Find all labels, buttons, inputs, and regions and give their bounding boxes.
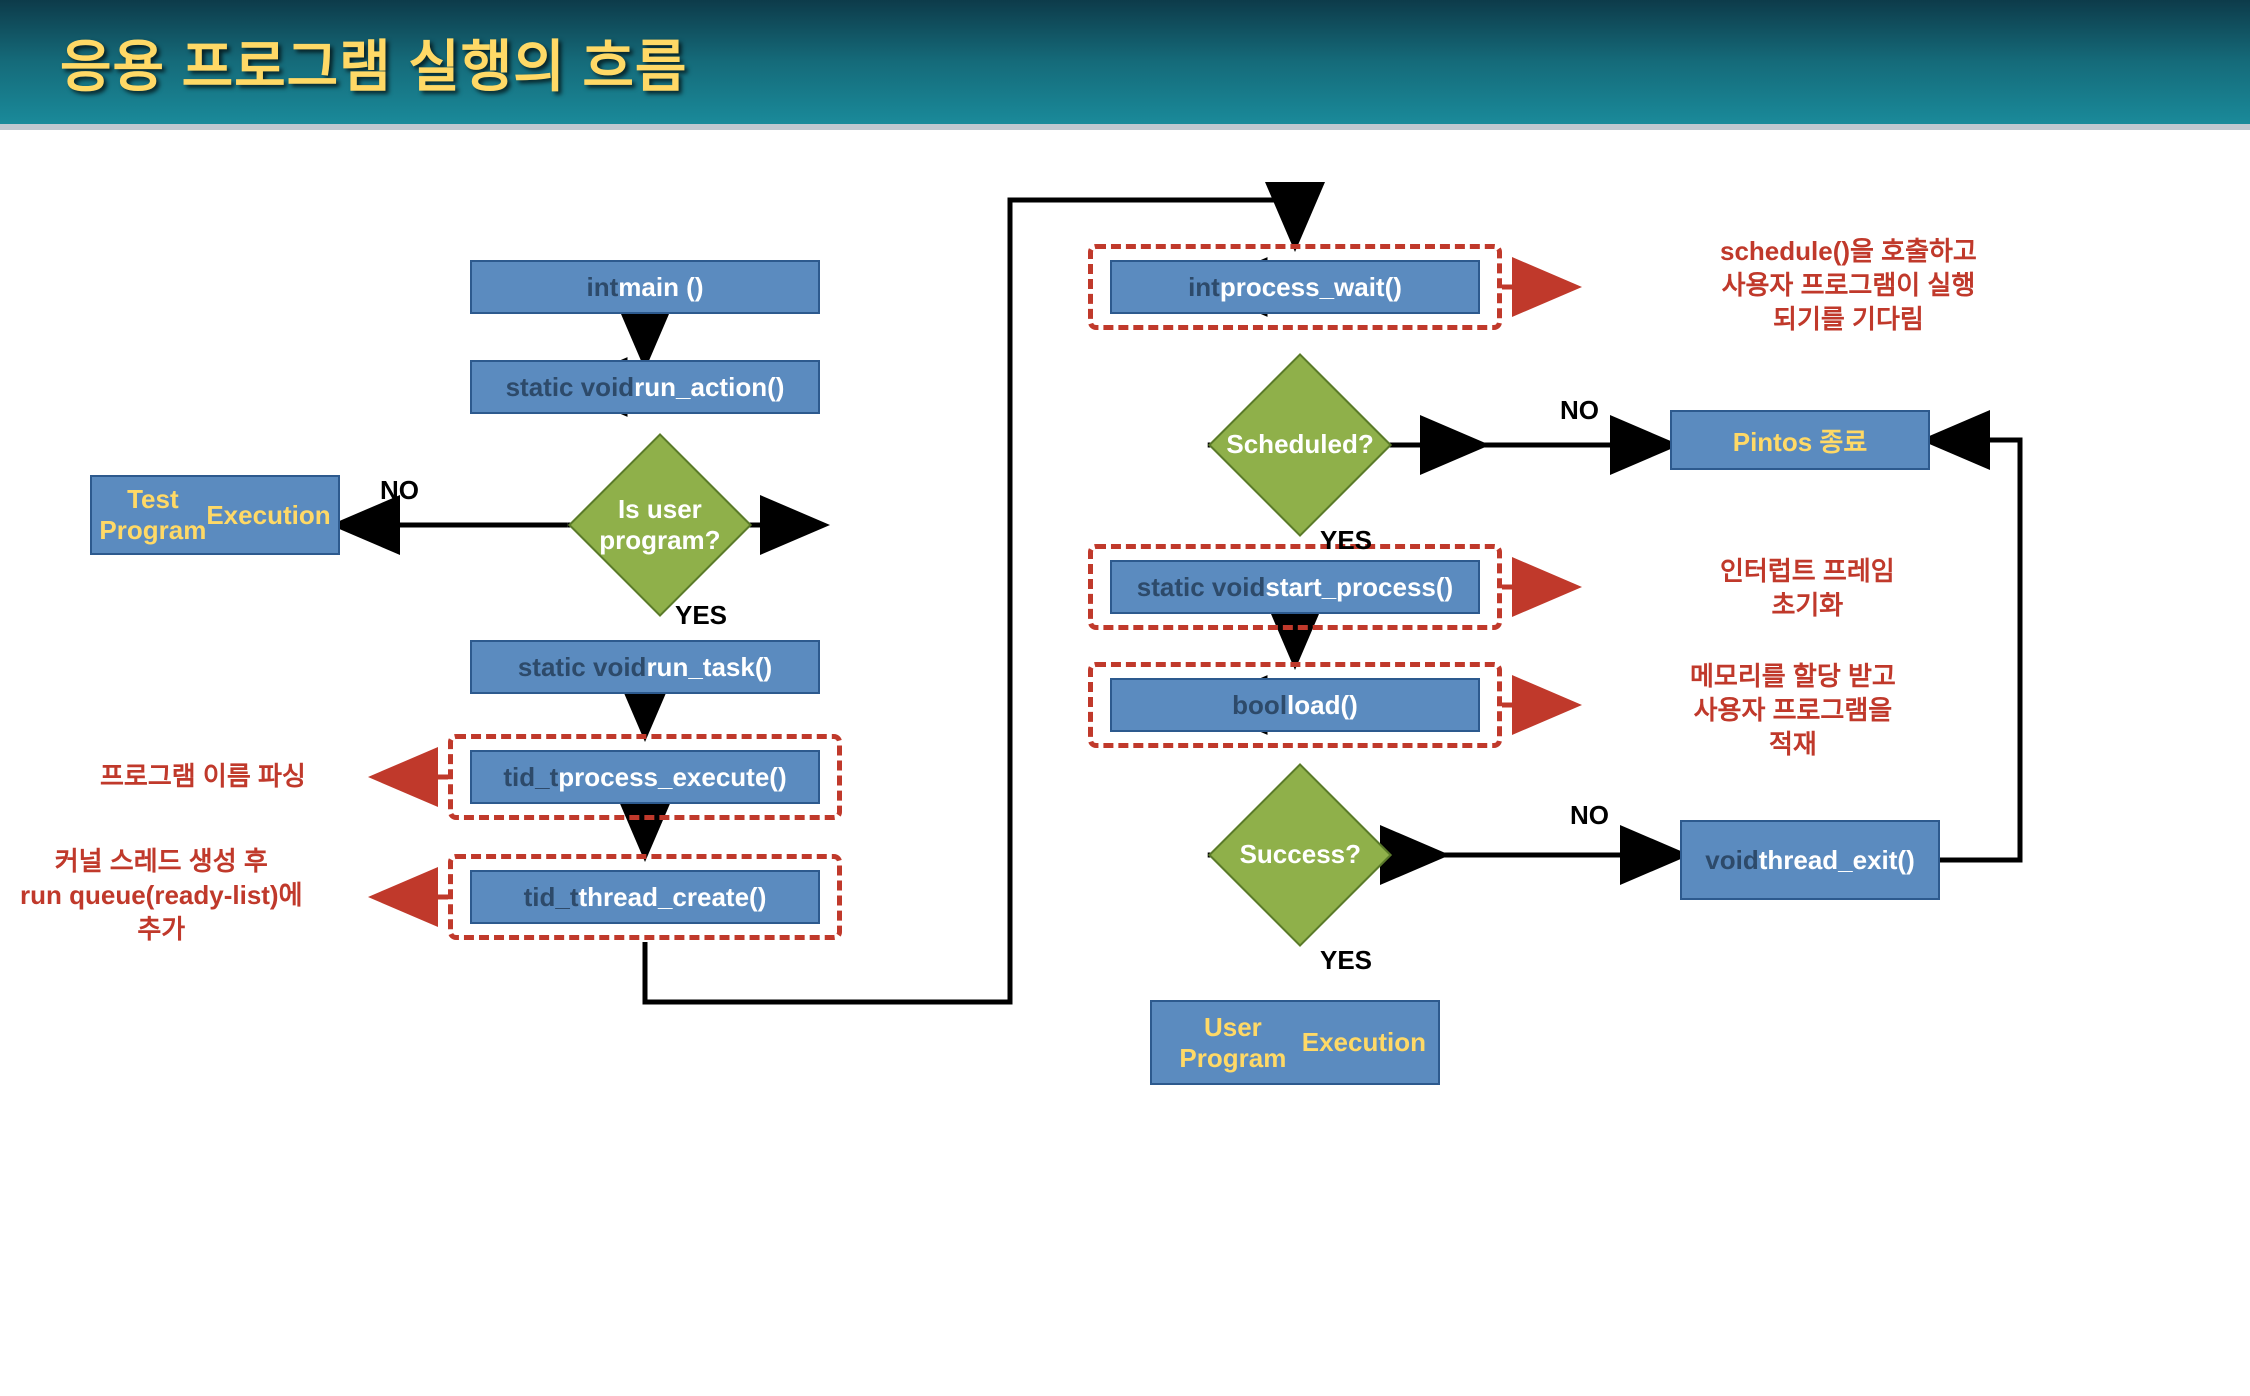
annotation: 메모리를 할당 받고사용자 프로그램을적재 (1690, 660, 1896, 761)
decision-scheduled: Scheduled? (1208, 353, 1392, 537)
dashed-highlight-thread_create (448, 854, 842, 940)
process-user_exec: User ProgramExecution (1150, 1000, 1440, 1085)
process-main: int main () (470, 260, 820, 314)
process-pintos_exit: Pintos 종료 (1670, 410, 1930, 470)
decision-is_user: Is userprogram? (568, 433, 752, 617)
process-test_exec: Test ProgramExecution (90, 475, 340, 555)
title-bar: 응용 프로그램 실행의 흐름 (0, 0, 2250, 130)
annotation: 인터럽트 프레임초기화 (1720, 555, 1895, 623)
dashed-highlight-process_wait (1088, 244, 1502, 330)
edge-label: YES (675, 600, 727, 631)
annotation: 프로그램 이름 파싱 (100, 760, 306, 794)
edge-label: NO (1570, 800, 1609, 831)
dashed-highlight-process_execute (448, 734, 842, 820)
dashed-highlight-load (1088, 662, 1502, 748)
annotation: 커널 스레드 생성 후run queue(ready-list)에추가 (20, 845, 303, 946)
edge-label: NO (1560, 395, 1599, 426)
decision-label: Is userprogram? (597, 494, 723, 556)
flowchart-canvas: int main () static void run_action() Is us… (0, 130, 2250, 1396)
process-run_task: static void run_task() (470, 640, 820, 694)
edge-label: YES (1320, 945, 1372, 976)
process-run_action: static void run_action() (470, 360, 820, 414)
decision-label: Success? (1237, 839, 1363, 870)
edge-label: YES (1320, 525, 1372, 556)
annotation: schedule()을 호출하고사용자 프로그램이 실행되기를 기다림 (1720, 235, 1977, 336)
process-thread_exit: voidthread_exit() (1680, 820, 1940, 900)
edge-label: NO (380, 475, 419, 506)
decision-label: Scheduled? (1226, 429, 1373, 460)
dashed-highlight-start_process (1088, 544, 1502, 630)
slide-title: 응용 프로그램 실행의 흐름 (60, 22, 687, 103)
decision-success: Success? (1208, 763, 1392, 947)
